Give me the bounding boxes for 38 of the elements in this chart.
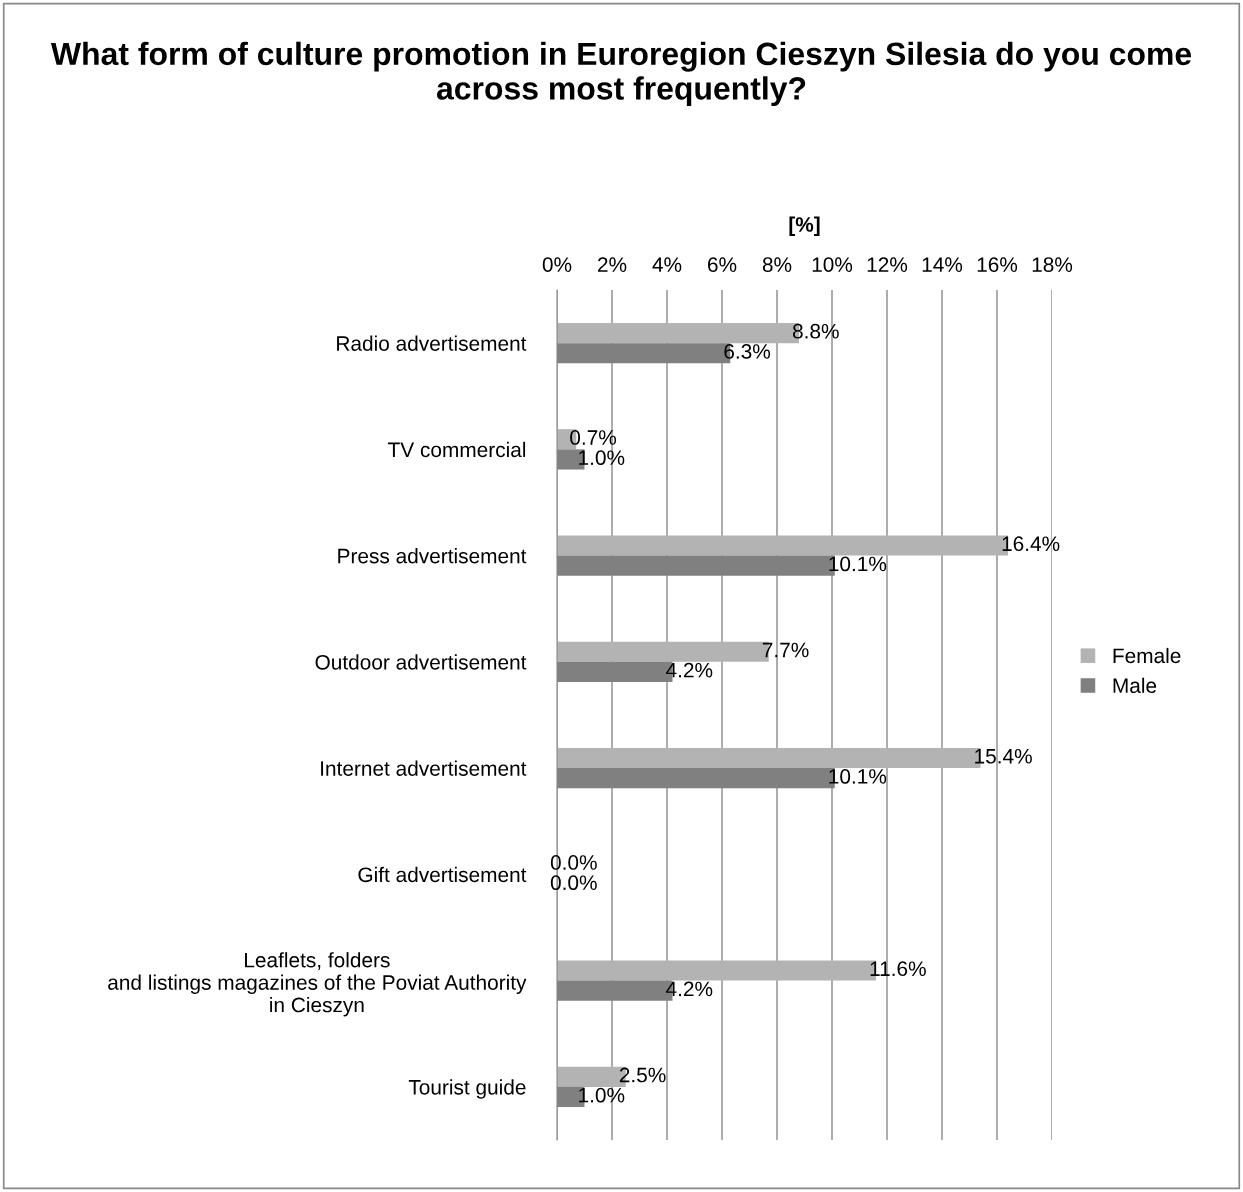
y-tick-label: Tourist guide [408,1079,526,1099]
data-label: 1.0% [579,450,625,466]
x-tick-label: 16% [977,257,1018,272]
data-label: 10.1% [829,769,887,784]
data-label: 11.6% [870,961,926,977]
y-tick-label: Outdoor advertisement [315,654,527,670]
x-tick-label: 8% [762,257,792,272]
legend-label: Female [1113,647,1181,664]
data-label: 0.7% [570,430,617,445]
chart-title: What form of culture promotion in Euroregion Cieszyn Silesia do you come across most frequently? [50,41,1192,107]
x-tick-label: 0% [542,257,572,272]
x-tick-label: 10% [812,257,853,272]
x-tick-label: 18% [1032,257,1073,272]
x-tick-label: 6% [708,257,737,272]
y-tick-label: Press advertisement [338,548,527,564]
x-axis-title: [%] [789,216,820,237]
y-tick-label: TV commercial [388,441,526,458]
data-label: 0.0% [550,855,597,870]
data-label: 0.0% [550,875,597,891]
y-tick-label: Radio advertisement [337,335,527,351]
x-tick-label: 4% [652,257,682,272]
data-label: 16.4% [1002,536,1060,552]
x-tick-label: 2% [597,257,627,272]
data-label: 4.2% [666,981,713,997]
data-label: 15.4% [975,748,1032,764]
data-label: 6.3% [724,344,771,359]
x-tick-label: 12% [867,257,908,272]
data-label: 7.7% [762,642,809,658]
y-tick-label: Gift advertisement [358,866,527,883]
data-label: 4.2% [666,662,713,678]
x-tick-label: 14% [922,257,963,272]
data-label: 2.5% [619,1067,666,1083]
data-label: 8.8% [792,323,839,339]
legend-label: Male [1113,677,1157,694]
y-tick-label: Internet advertisement [321,760,527,776]
data-label: 1.0% [579,1087,625,1103]
y-tick-label: Leaflets, folders and listings magazines of the Poviat Authority in Cieszyn [108,952,527,1017]
data-label: 10.1% [829,556,887,572]
